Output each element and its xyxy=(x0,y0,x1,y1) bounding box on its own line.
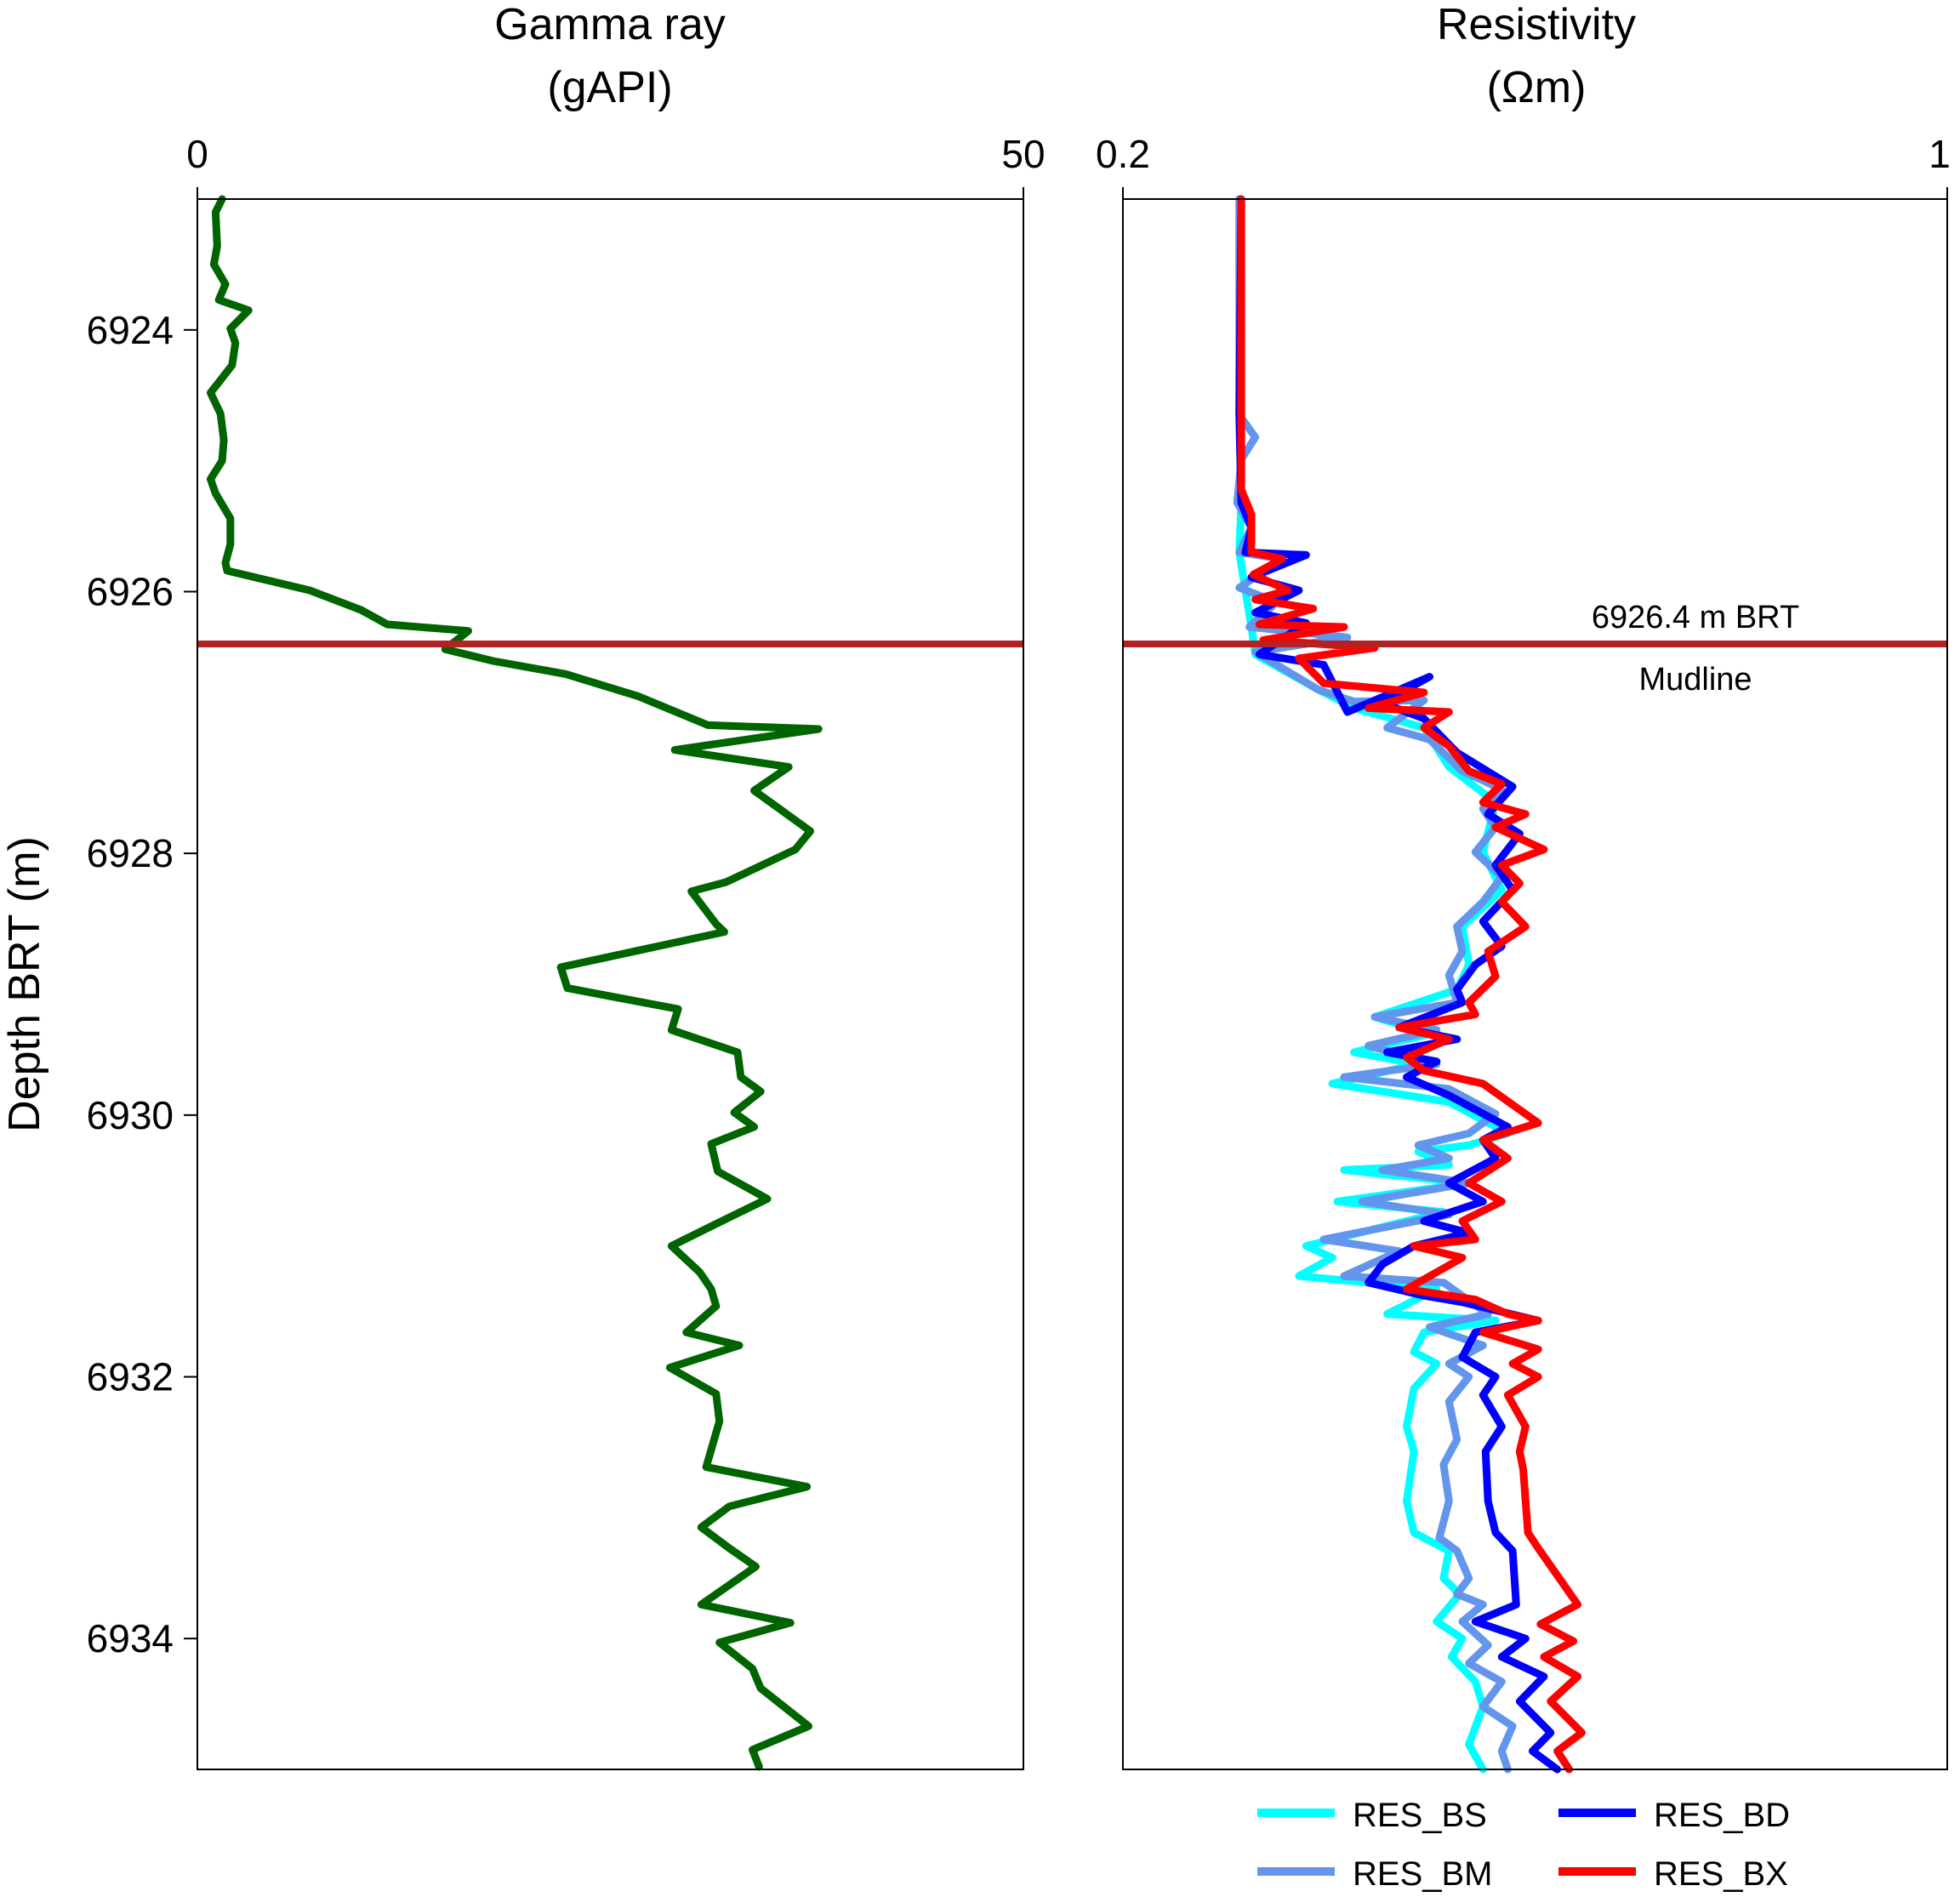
legend-label-res-bd: RES_BD xyxy=(1654,1797,1790,1834)
resistivity-curves xyxy=(1233,195,1586,1774)
gamma-frame xyxy=(197,198,1024,1770)
mudline-depth-label: 6926.4 m BRT xyxy=(1592,600,1799,635)
gamma-title: Gamma ray xyxy=(494,0,726,49)
resistivity-xtick-max: 1 xyxy=(1929,132,1951,176)
gamma-xtick-max: 50 xyxy=(1001,132,1045,176)
legend-item-res-bm: RES_BM xyxy=(1257,1855,1493,1893)
resistivity-curve-res-bx xyxy=(1237,195,1586,1774)
resistivity-curve-res-bm xyxy=(1233,195,1517,1774)
y-tick-label: 6932 xyxy=(87,1355,174,1399)
y-tick-label: 6930 xyxy=(87,1093,174,1137)
resistivity-panel: Resistivity (Ωm) 0.2 1 6926.4 m BRT Mudl… xyxy=(1096,0,1951,1774)
mudline-label: Mudline xyxy=(1638,662,1752,698)
legend: RES_BS RES_BD RES_BM RES_BX xyxy=(1257,1797,1790,1893)
resistivity-frame xyxy=(1122,198,1948,1770)
gamma-ray-curve xyxy=(207,195,823,1771)
gamma-y-ticks: 6924 6926 6928 6930 6932 6934 xyxy=(87,308,197,1661)
legend-label-res-bm: RES_BM xyxy=(1353,1855,1493,1893)
resistivity-curve-res-bd xyxy=(1235,195,1562,1774)
legend-item-res-bd: RES_BD xyxy=(1558,1797,1790,1834)
y-tick-label: 6926 xyxy=(87,570,174,614)
legend-item-res-bs: RES_BS xyxy=(1257,1797,1487,1834)
legend-item-res-bx: RES_BX xyxy=(1558,1855,1788,1893)
resistivity-xtick-min: 0.2 xyxy=(1096,132,1150,176)
gamma-ray-panel: Gamma ray (gAPI) 0 50 692469266928693069… xyxy=(0,0,1046,1771)
y-axis-label: Depth BRT (m) xyxy=(0,836,49,1132)
resistivity-unit: (Ωm) xyxy=(1487,63,1587,112)
y-tick-label: 6924 xyxy=(87,308,174,352)
y-tick-label: 6928 xyxy=(87,831,174,875)
legend-label-res-bx: RES_BX xyxy=(1654,1855,1788,1893)
gamma-xtick-min: 0 xyxy=(186,132,208,176)
y-tick-label: 6934 xyxy=(87,1616,174,1661)
resistivity-curve-res-bs xyxy=(1235,195,1512,1774)
legend-label-res-bs: RES_BS xyxy=(1353,1797,1487,1834)
gamma-unit: (gAPI) xyxy=(547,63,672,112)
resistivity-title: Resistivity xyxy=(1437,0,1636,49)
